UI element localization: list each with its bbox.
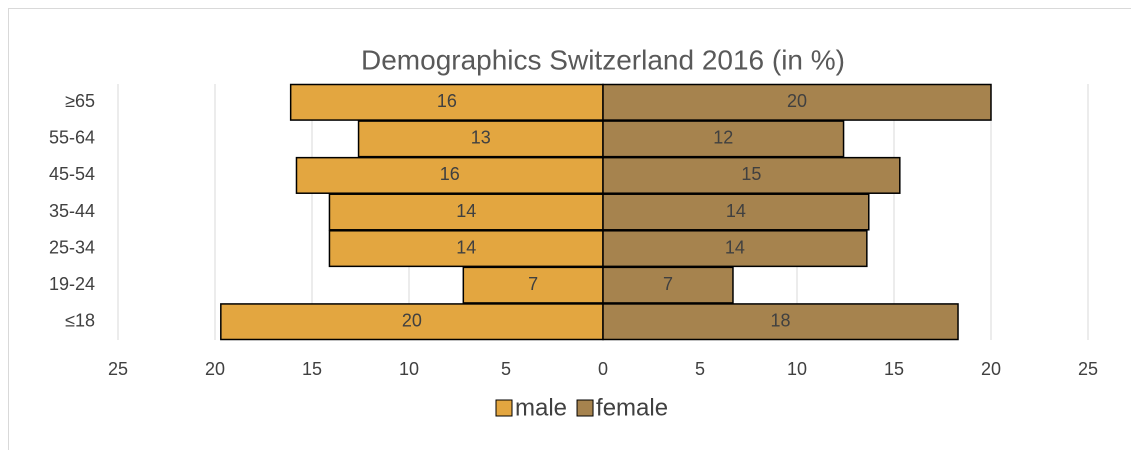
y-tick-label: ≥65 <box>65 91 95 111</box>
y-tick-label: 55-64 <box>49 128 95 148</box>
data-label: 14 <box>456 201 476 221</box>
x-tick-label: 25 <box>1078 359 1098 379</box>
x-tick-label: 15 <box>884 359 904 379</box>
data-label: 14 <box>726 201 746 221</box>
legend-label: male <box>515 394 567 421</box>
bar <box>602 230 868 268</box>
legend-swatch <box>576 399 594 417</box>
bar <box>328 230 604 268</box>
bar <box>602 83 992 121</box>
data-label: 7 <box>663 274 673 294</box>
chart-title: Demographics Switzerland 2016 (in %) <box>361 44 845 75</box>
x-tick-label: 25 <box>108 359 128 379</box>
bar <box>357 120 604 158</box>
x-tick-label: 20 <box>981 359 1001 379</box>
x-tick-label: 20 <box>205 359 225 379</box>
y-tick-label: 35-44 <box>49 201 95 221</box>
y-tick-label: 25-34 <box>49 237 95 257</box>
x-tick-label: 10 <box>399 359 419 379</box>
data-label: 15 <box>741 164 761 184</box>
bar <box>602 120 845 158</box>
data-label: 20 <box>402 310 422 330</box>
data-label: 13 <box>471 128 491 148</box>
bar <box>289 83 604 121</box>
data-label: 7 <box>528 274 538 294</box>
data-label: 16 <box>437 91 457 111</box>
legend-swatch <box>495 399 513 417</box>
x-tick-label: 0 <box>598 359 608 379</box>
data-label: 14 <box>725 237 745 257</box>
bar <box>220 303 604 341</box>
data-label: 16 <box>440 164 460 184</box>
bar <box>328 193 604 231</box>
data-label: 14 <box>456 237 476 257</box>
data-label: 20 <box>787 91 807 111</box>
legend-label: female <box>596 394 668 421</box>
data-label: 18 <box>770 310 790 330</box>
x-tick-label: 15 <box>302 359 322 379</box>
data-label: 12 <box>713 128 733 148</box>
bar <box>602 193 870 231</box>
bar <box>602 156 901 194</box>
x-tick-label: 10 <box>787 359 807 379</box>
y-tick-label: 45-54 <box>49 164 95 184</box>
bar <box>462 266 604 304</box>
bar <box>602 303 959 341</box>
bar <box>602 266 734 304</box>
y-tick-label: ≤18 <box>65 310 95 330</box>
x-tick-label: 5 <box>501 359 511 379</box>
x-tick-label: 5 <box>695 359 705 379</box>
chart-frame <box>8 8 1131 450</box>
y-tick-label: 19-24 <box>49 274 95 294</box>
